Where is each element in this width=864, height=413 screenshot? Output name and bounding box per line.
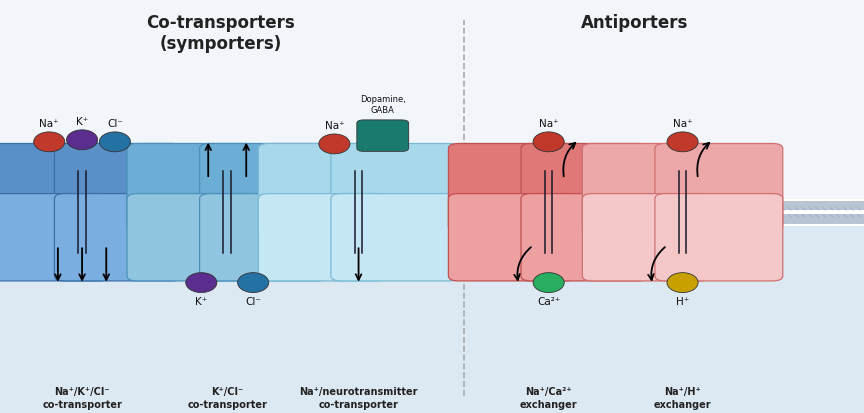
Text: Na⁺/neurotransmitter
co-transporter: Na⁺/neurotransmitter co-transporter [299,386,418,409]
Text: K⁺: K⁺ [195,297,207,306]
FancyBboxPatch shape [357,121,409,152]
FancyBboxPatch shape [0,201,864,211]
Ellipse shape [34,133,65,152]
Ellipse shape [186,273,217,293]
Ellipse shape [533,133,564,152]
FancyBboxPatch shape [345,166,372,260]
Text: H⁺: H⁺ [676,297,689,306]
Text: K⁺/Cl⁻
co-transporter: K⁺/Cl⁻ co-transporter [187,386,267,409]
FancyBboxPatch shape [0,144,110,231]
Ellipse shape [67,131,98,150]
FancyBboxPatch shape [200,194,327,281]
FancyBboxPatch shape [127,144,255,231]
FancyBboxPatch shape [331,194,459,281]
Ellipse shape [533,273,564,293]
Text: Co-transporters
(symporters): Co-transporters (symporters) [146,14,295,53]
Text: Na⁺: Na⁺ [325,121,344,131]
Ellipse shape [319,135,350,154]
FancyBboxPatch shape [448,194,576,281]
FancyBboxPatch shape [200,144,327,231]
FancyBboxPatch shape [0,194,110,281]
FancyBboxPatch shape [331,144,459,231]
Ellipse shape [99,133,130,152]
Text: Na⁺/Ca²⁺
exchanger: Na⁺/Ca²⁺ exchanger [520,386,577,409]
FancyBboxPatch shape [68,166,96,260]
FancyBboxPatch shape [448,144,576,231]
Ellipse shape [238,273,269,293]
Text: Na⁺/K⁺/Cl⁻
co-transporter: Na⁺/K⁺/Cl⁻ co-transporter [42,386,122,409]
Text: Cl⁻: Cl⁻ [107,119,123,129]
FancyBboxPatch shape [582,194,710,281]
FancyBboxPatch shape [258,144,386,231]
FancyBboxPatch shape [54,194,182,281]
Ellipse shape [667,273,698,293]
FancyBboxPatch shape [655,144,783,231]
FancyBboxPatch shape [0,215,864,224]
Text: Na⁺/H⁺
exchanger: Na⁺/H⁺ exchanger [654,386,711,409]
FancyBboxPatch shape [258,194,386,281]
FancyBboxPatch shape [54,144,182,231]
FancyBboxPatch shape [127,194,255,281]
FancyBboxPatch shape [521,194,649,281]
Text: Na⁺: Na⁺ [539,119,558,129]
FancyBboxPatch shape [521,144,649,231]
Text: K⁺: K⁺ [76,117,88,127]
Text: Dopamine,
GABA: Dopamine, GABA [359,95,406,114]
FancyBboxPatch shape [655,194,783,281]
Ellipse shape [667,133,698,152]
Text: Ca²⁺: Ca²⁺ [537,297,561,306]
FancyBboxPatch shape [582,144,710,231]
FancyBboxPatch shape [0,226,864,413]
Text: Antiporters: Antiporters [581,14,689,32]
FancyBboxPatch shape [669,166,696,260]
Text: Na⁺: Na⁺ [40,119,59,129]
Text: Cl⁻: Cl⁻ [245,297,261,306]
FancyBboxPatch shape [0,0,864,199]
FancyBboxPatch shape [535,166,562,260]
FancyBboxPatch shape [213,166,241,260]
Text: Na⁺: Na⁺ [673,119,692,129]
